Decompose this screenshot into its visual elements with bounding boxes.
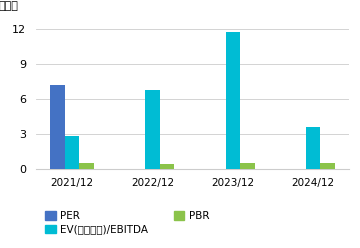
Bar (79, 163, 94, 169)
Legend: PER, EV(지분조정)/EBITDA, PBR: PER, EV(지분조정)/EBITDA, PBR (41, 207, 213, 239)
Bar (50, 85, 65, 169)
Bar (306, 127, 320, 169)
Bar (159, 164, 174, 169)
Bar (65, 136, 79, 169)
Text: （배）: （배） (0, 1, 18, 11)
Bar (320, 163, 335, 169)
Bar (240, 163, 255, 169)
Bar (226, 32, 240, 169)
Bar (145, 90, 159, 169)
